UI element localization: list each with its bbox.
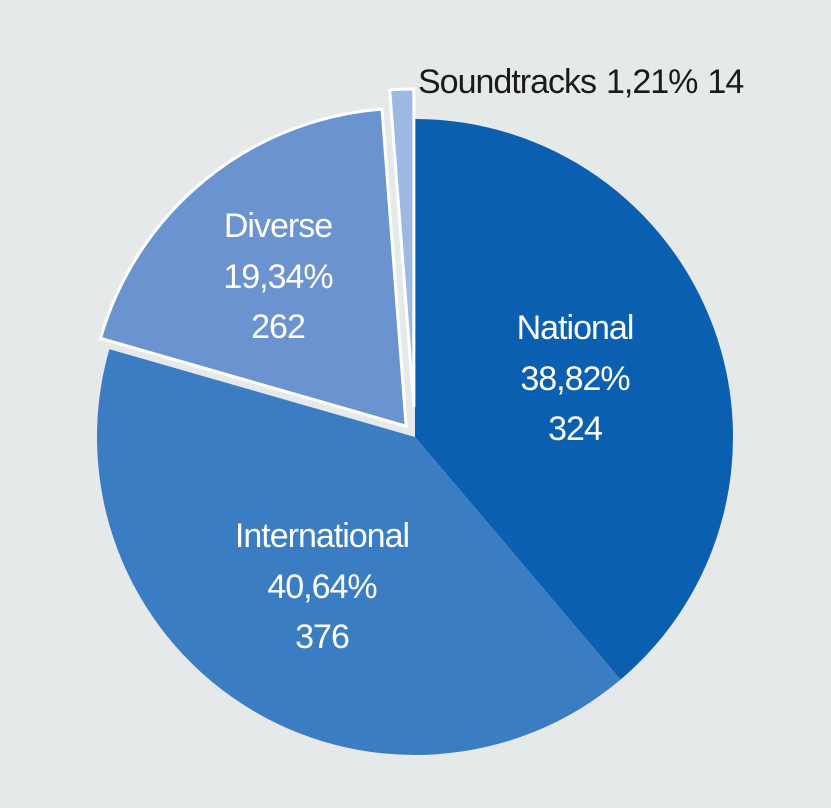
slice-name: Diverse: [224, 207, 332, 245]
pie-slice: [415, 119, 733, 680]
slice-label: Soundtracks 1,21% 14: [418, 63, 743, 101]
slice-name: International: [235, 517, 409, 555]
slice-name: Soundtracks: [418, 63, 596, 101]
pie-slice: [98, 107, 408, 429]
slice-count: 324: [548, 410, 602, 448]
slice-percent: 38,82%: [520, 360, 630, 398]
slice-count: 262: [251, 308, 305, 346]
pie-slice: [388, 87, 416, 408]
slice-count: 376: [295, 618, 349, 656]
slice-name: National: [517, 309, 634, 347]
pie-slice: [96, 349, 621, 755]
slice-percent: 1,21%: [606, 63, 698, 101]
slice-percent: 40,64%: [267, 568, 377, 606]
slice-count: 14: [707, 63, 743, 101]
slice-percent: 19,34%: [223, 258, 333, 296]
